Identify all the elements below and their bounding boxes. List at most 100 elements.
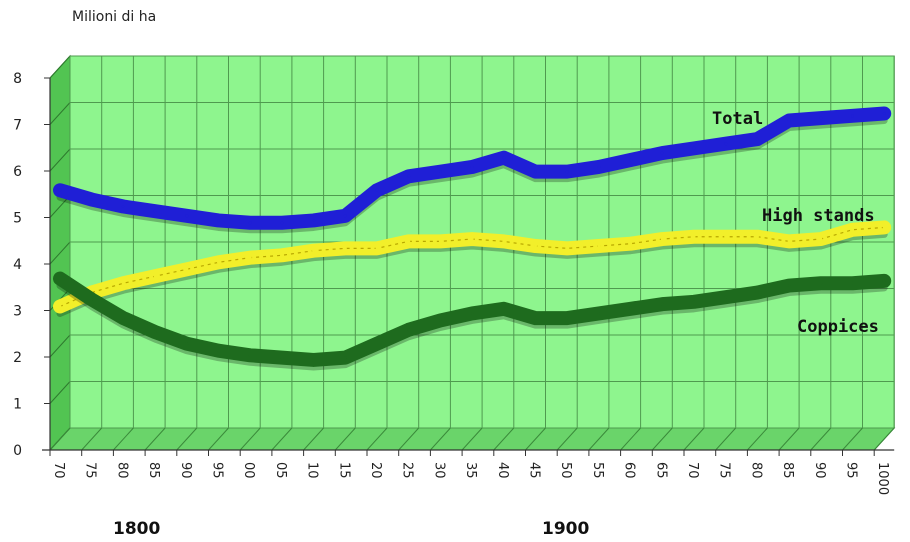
x-tick-label: 90	[178, 462, 193, 479]
chart-series	[53, 106, 892, 371]
data-point	[787, 239, 791, 243]
data-point	[851, 228, 854, 232]
y-tick-label: 4	[13, 257, 22, 273]
gridline-floor	[113, 427, 134, 451]
x-tick-label: 45	[527, 462, 542, 479]
data-point	[565, 170, 569, 174]
gridline-floor	[715, 427, 737, 451]
data-point	[692, 235, 696, 239]
y-tick-label: 6	[13, 164, 22, 180]
data-point	[819, 116, 823, 120]
data-point	[470, 311, 474, 315]
data-point	[343, 214, 347, 218]
data-point	[153, 274, 157, 278]
data-point	[58, 277, 62, 281]
x-tick-label: 95	[844, 462, 859, 479]
data-point	[343, 356, 347, 360]
gridline-floor	[683, 427, 705, 451]
data-point	[217, 260, 220, 264]
gridline-floor	[81, 427, 103, 451]
data-point	[724, 295, 728, 299]
gridline-floor	[144, 427, 166, 451]
x-tick-label: 95	[210, 462, 225, 479]
gridline-floor	[303, 427, 324, 451]
data-point	[248, 221, 252, 225]
data-point	[343, 246, 347, 250]
x-tick-label: 70	[51, 462, 66, 479]
data-point	[534, 316, 537, 320]
y-tick-label: 3	[13, 304, 22, 320]
x-tick-label: 70	[685, 462, 700, 479]
data-point	[90, 198, 94, 202]
x-tick-label: 90	[812, 462, 827, 479]
y-tick-label: 2	[13, 350, 22, 366]
x-tick-label: 85	[780, 462, 795, 479]
data-point	[375, 188, 379, 192]
x-tick-label: 30	[431, 462, 446, 479]
data-point	[58, 304, 62, 308]
data-point	[407, 174, 411, 178]
gridline-side	[49, 241, 71, 265]
gridline-side	[49, 55, 71, 79]
gridline-floor	[208, 427, 229, 451]
gridline-side	[49, 381, 71, 404]
data-point	[248, 256, 252, 260]
data-point	[819, 237, 823, 241]
data-point	[660, 237, 664, 241]
gridline-side	[49, 334, 71, 358]
data-point	[248, 353, 252, 357]
data-point	[534, 244, 537, 248]
data-point	[629, 242, 633, 246]
data-point	[185, 214, 189, 218]
data-point	[755, 291, 759, 295]
data-point	[153, 330, 157, 334]
y-tick-label: 5	[13, 211, 22, 227]
gridline-floor	[176, 427, 198, 451]
x-tick-label: 05	[273, 462, 288, 479]
series-label-coppices: Coppices	[797, 317, 879, 337]
y-axis-ticks: 0 1 2 3 4 5 6 7 8	[13, 71, 50, 459]
data-point	[312, 218, 316, 222]
x-tick-label: 35	[463, 462, 478, 479]
x-axis-ticks: 70 75 80 85 90 95 00 05 10 15 20 25 30 35 40 45 50 55 60 65…	[49, 450, 890, 495]
gridline-floor	[873, 427, 895, 451]
x-tick-label: 75	[717, 462, 732, 479]
data-point	[375, 342, 379, 346]
gridline-floor	[239, 427, 261, 451]
data-point	[407, 239, 411, 243]
gridline-floor	[461, 427, 483, 451]
data-point	[280, 253, 284, 257]
x-tick-label: 40	[495, 462, 510, 479]
x-tick-label: 25	[400, 462, 415, 479]
gridline-floor	[271, 427, 293, 451]
y-tick-label: 1	[13, 397, 22, 413]
gridline-floor	[430, 427, 451, 451]
x-tick-label: 80	[748, 462, 763, 479]
century-label-1800: 1800	[113, 519, 160, 539]
gridline-floor	[334, 427, 356, 451]
data-point	[502, 239, 506, 243]
data-point	[724, 142, 728, 146]
data-point	[755, 235, 759, 239]
gridline-floor	[651, 427, 673, 451]
series-coppices	[53, 271, 892, 371]
gridline-floor	[49, 427, 71, 451]
x-tick-label: 75	[83, 462, 98, 479]
data-point	[692, 300, 696, 304]
data-point	[565, 316, 569, 320]
data-point	[90, 298, 94, 301]
data-point	[851, 281, 854, 285]
gridline-side	[49, 102, 71, 125]
data-point	[660, 302, 664, 306]
gridline-floor	[778, 427, 800, 451]
data-point	[882, 225, 886, 229]
data-point	[755, 137, 759, 141]
series-high-stands	[53, 220, 892, 317]
data-point	[597, 244, 601, 248]
data-point	[470, 237, 474, 241]
data-point	[787, 284, 791, 288]
series-label-total: Total	[712, 109, 763, 129]
gridline-floor	[525, 427, 546, 451]
y-tick-label: 7	[13, 118, 22, 134]
x-tick-label: 55	[590, 462, 605, 479]
